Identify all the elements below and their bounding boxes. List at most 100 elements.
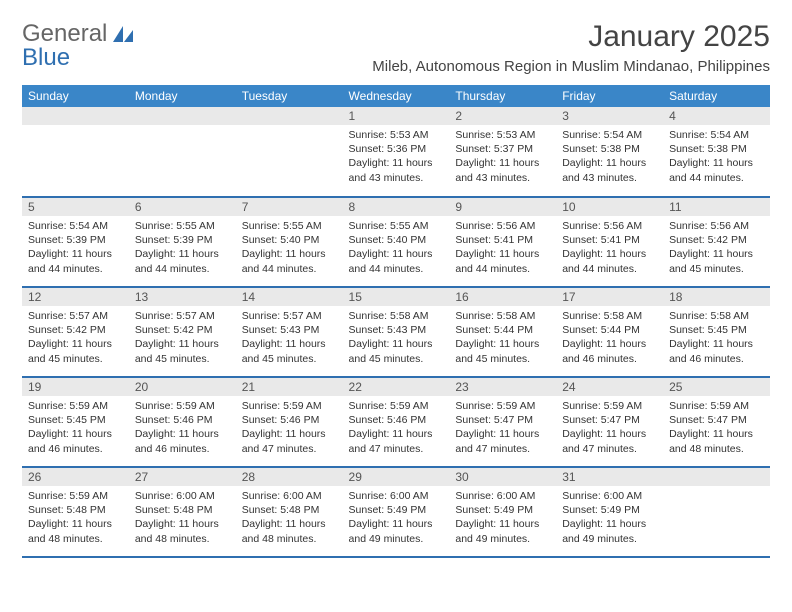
day-number-empty (22, 107, 129, 125)
calendar-cell: 31Sunrise: 6:00 AM Sunset: 5:49 PM Dayli… (556, 467, 663, 557)
calendar-cell: 30Sunrise: 6:00 AM Sunset: 5:49 PM Dayli… (449, 467, 556, 557)
brand-part2-wrap: Blue (22, 44, 70, 72)
calendar-cell: 14Sunrise: 5:57 AM Sunset: 5:43 PM Dayli… (236, 287, 343, 377)
calendar-cell: 29Sunrise: 6:00 AM Sunset: 5:49 PM Dayli… (343, 467, 450, 557)
calendar-cell: 25Sunrise: 5:59 AM Sunset: 5:47 PM Dayli… (663, 377, 770, 467)
day-number: 6 (129, 198, 236, 216)
calendar-week-row: 26Sunrise: 5:59 AM Sunset: 5:48 PM Dayli… (22, 467, 770, 557)
day-details: Sunrise: 5:53 AM Sunset: 5:37 PM Dayligh… (449, 125, 556, 189)
day-details: Sunrise: 5:54 AM Sunset: 5:38 PM Dayligh… (663, 125, 770, 189)
calendar-week-row: 19Sunrise: 5:59 AM Sunset: 5:45 PM Dayli… (22, 377, 770, 467)
day-details: Sunrise: 6:00 AM Sunset: 5:49 PM Dayligh… (556, 486, 663, 550)
day-details: Sunrise: 5:58 AM Sunset: 5:45 PM Dayligh… (663, 306, 770, 370)
day-header: Saturday (663, 85, 770, 107)
calendar-cell: 9Sunrise: 5:56 AM Sunset: 5:41 PM Daylig… (449, 197, 556, 287)
day-number-empty (236, 107, 343, 125)
day-number: 13 (129, 288, 236, 306)
day-number: 30 (449, 468, 556, 486)
calendar-cell: 21Sunrise: 5:59 AM Sunset: 5:46 PM Dayli… (236, 377, 343, 467)
calendar-cell: 19Sunrise: 5:59 AM Sunset: 5:45 PM Dayli… (22, 377, 129, 467)
calendar-cell: 5Sunrise: 5:54 AM Sunset: 5:39 PM Daylig… (22, 197, 129, 287)
day-number: 24 (556, 378, 663, 396)
day-number-empty (663, 468, 770, 486)
day-details: Sunrise: 5:59 AM Sunset: 5:46 PM Dayligh… (343, 396, 450, 460)
day-details: Sunrise: 5:59 AM Sunset: 5:46 PM Dayligh… (236, 396, 343, 460)
day-number: 14 (236, 288, 343, 306)
day-number: 7 (236, 198, 343, 216)
day-details: Sunrise: 5:59 AM Sunset: 5:47 PM Dayligh… (449, 396, 556, 460)
calendar-cell: 27Sunrise: 6:00 AM Sunset: 5:48 PM Dayli… (129, 467, 236, 557)
day-number: 4 (663, 107, 770, 125)
day-header: Sunday (22, 85, 129, 107)
day-number-empty (129, 107, 236, 125)
calendar-week-row: 12Sunrise: 5:57 AM Sunset: 5:42 PM Dayli… (22, 287, 770, 377)
calendar-table: SundayMondayTuesdayWednesdayThursdayFrid… (22, 85, 770, 558)
calendar-cell: 1Sunrise: 5:53 AM Sunset: 5:36 PM Daylig… (343, 107, 450, 197)
calendar-cell (22, 107, 129, 197)
day-number: 16 (449, 288, 556, 306)
day-number: 20 (129, 378, 236, 396)
calendar-cell: 12Sunrise: 5:57 AM Sunset: 5:42 PM Dayli… (22, 287, 129, 377)
calendar-cell: 11Sunrise: 5:56 AM Sunset: 5:42 PM Dayli… (663, 197, 770, 287)
day-details: Sunrise: 5:57 AM Sunset: 5:42 PM Dayligh… (129, 306, 236, 370)
day-number: 15 (343, 288, 450, 306)
day-details: Sunrise: 5:56 AM Sunset: 5:41 PM Dayligh… (449, 216, 556, 280)
day-number: 10 (556, 198, 663, 216)
day-number: 12 (22, 288, 129, 306)
day-details: Sunrise: 5:55 AM Sunset: 5:39 PM Dayligh… (129, 216, 236, 280)
day-header: Friday (556, 85, 663, 107)
day-number: 26 (22, 468, 129, 486)
day-details: Sunrise: 5:59 AM Sunset: 5:47 PM Dayligh… (663, 396, 770, 460)
location-subtitle: Mileb, Autonomous Region in Muslim Minda… (372, 58, 770, 75)
day-number: 3 (556, 107, 663, 125)
title-block: January 2025 Mileb, Autonomous Region in… (372, 20, 770, 75)
day-details: Sunrise: 5:55 AM Sunset: 5:40 PM Dayligh… (236, 216, 343, 280)
day-number: 28 (236, 468, 343, 486)
calendar-cell: 18Sunrise: 5:58 AM Sunset: 5:45 PM Dayli… (663, 287, 770, 377)
day-details: Sunrise: 5:59 AM Sunset: 5:47 PM Dayligh… (556, 396, 663, 460)
day-details: Sunrise: 5:57 AM Sunset: 5:42 PM Dayligh… (22, 306, 129, 370)
day-details: Sunrise: 5:59 AM Sunset: 5:45 PM Dayligh… (22, 396, 129, 460)
logo-sail-icon (113, 24, 135, 44)
day-header: Thursday (449, 85, 556, 107)
day-details: Sunrise: 5:54 AM Sunset: 5:39 PM Dayligh… (22, 216, 129, 280)
brand-part2: Blue (22, 44, 70, 71)
day-details: Sunrise: 6:00 AM Sunset: 5:48 PM Dayligh… (236, 486, 343, 550)
day-details: Sunrise: 5:54 AM Sunset: 5:38 PM Dayligh… (556, 125, 663, 189)
calendar-cell: 15Sunrise: 5:58 AM Sunset: 5:43 PM Dayli… (343, 287, 450, 377)
day-number: 17 (556, 288, 663, 306)
calendar-cell: 8Sunrise: 5:55 AM Sunset: 5:40 PM Daylig… (343, 197, 450, 287)
calendar-cell: 13Sunrise: 5:57 AM Sunset: 5:42 PM Dayli… (129, 287, 236, 377)
calendar-cell: 3Sunrise: 5:54 AM Sunset: 5:38 PM Daylig… (556, 107, 663, 197)
calendar-cell: 28Sunrise: 6:00 AM Sunset: 5:48 PM Dayli… (236, 467, 343, 557)
day-number: 5 (22, 198, 129, 216)
calendar-cell (129, 107, 236, 197)
calendar-week-row: 1Sunrise: 5:53 AM Sunset: 5:36 PM Daylig… (22, 107, 770, 197)
calendar-week-row: 5Sunrise: 5:54 AM Sunset: 5:39 PM Daylig… (22, 197, 770, 287)
day-number: 29 (343, 468, 450, 486)
calendar-cell: 17Sunrise: 5:58 AM Sunset: 5:44 PM Dayli… (556, 287, 663, 377)
day-header: Wednesday (343, 85, 450, 107)
day-number: 9 (449, 198, 556, 216)
calendar-cell (236, 107, 343, 197)
day-details: Sunrise: 6:00 AM Sunset: 5:49 PM Dayligh… (449, 486, 556, 550)
calendar-cell (663, 467, 770, 557)
calendar-cell: 22Sunrise: 5:59 AM Sunset: 5:46 PM Dayli… (343, 377, 450, 467)
calendar-body: 1Sunrise: 5:53 AM Sunset: 5:36 PM Daylig… (22, 107, 770, 557)
calendar-cell: 4Sunrise: 5:54 AM Sunset: 5:38 PM Daylig… (663, 107, 770, 197)
day-details: Sunrise: 6:00 AM Sunset: 5:49 PM Dayligh… (343, 486, 450, 550)
header: General January 2025 Mileb, Autonomous R… (22, 20, 770, 75)
day-number: 2 (449, 107, 556, 125)
day-details: Sunrise: 5:58 AM Sunset: 5:43 PM Dayligh… (343, 306, 450, 370)
day-details: Sunrise: 5:56 AM Sunset: 5:42 PM Dayligh… (663, 216, 770, 280)
day-number: 21 (236, 378, 343, 396)
calendar-cell: 2Sunrise: 5:53 AM Sunset: 5:37 PM Daylig… (449, 107, 556, 197)
day-details: Sunrise: 5:58 AM Sunset: 5:44 PM Dayligh… (556, 306, 663, 370)
calendar-cell: 6Sunrise: 5:55 AM Sunset: 5:39 PM Daylig… (129, 197, 236, 287)
day-number: 31 (556, 468, 663, 486)
day-details: Sunrise: 5:57 AM Sunset: 5:43 PM Dayligh… (236, 306, 343, 370)
day-details: Sunrise: 6:00 AM Sunset: 5:48 PM Dayligh… (129, 486, 236, 550)
day-header: Tuesday (236, 85, 343, 107)
day-number: 1 (343, 107, 450, 125)
day-number: 19 (22, 378, 129, 396)
